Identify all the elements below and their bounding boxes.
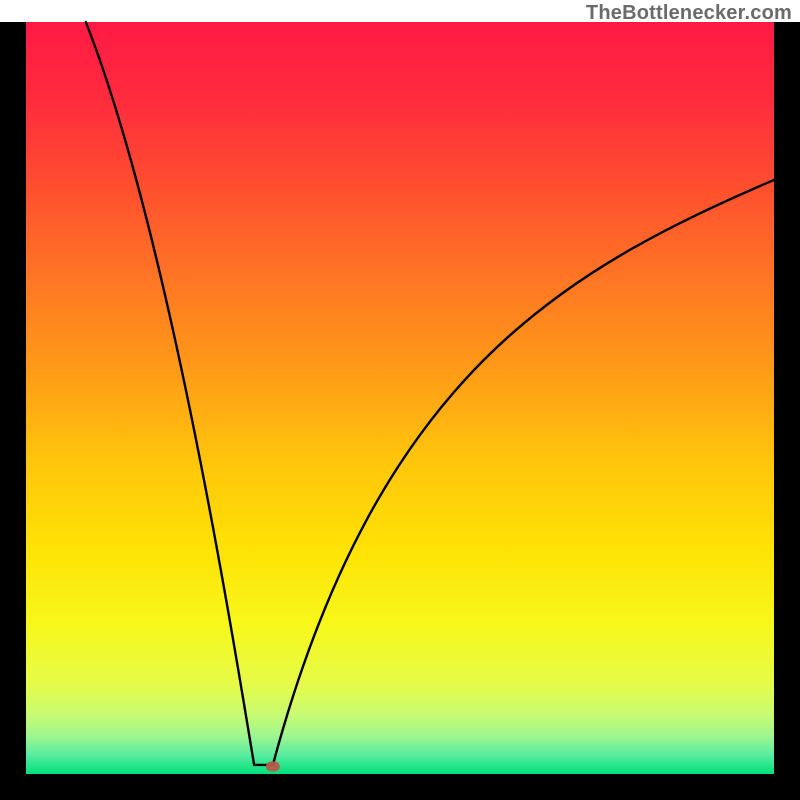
watermark-text: TheBottlenecker.com: [586, 2, 792, 25]
chart-canvas: [0, 0, 800, 800]
gradient-background: [26, 22, 774, 774]
optimal-point-marker: [266, 761, 280, 771]
stage: TheBottlenecker.com: [0, 0, 800, 800]
